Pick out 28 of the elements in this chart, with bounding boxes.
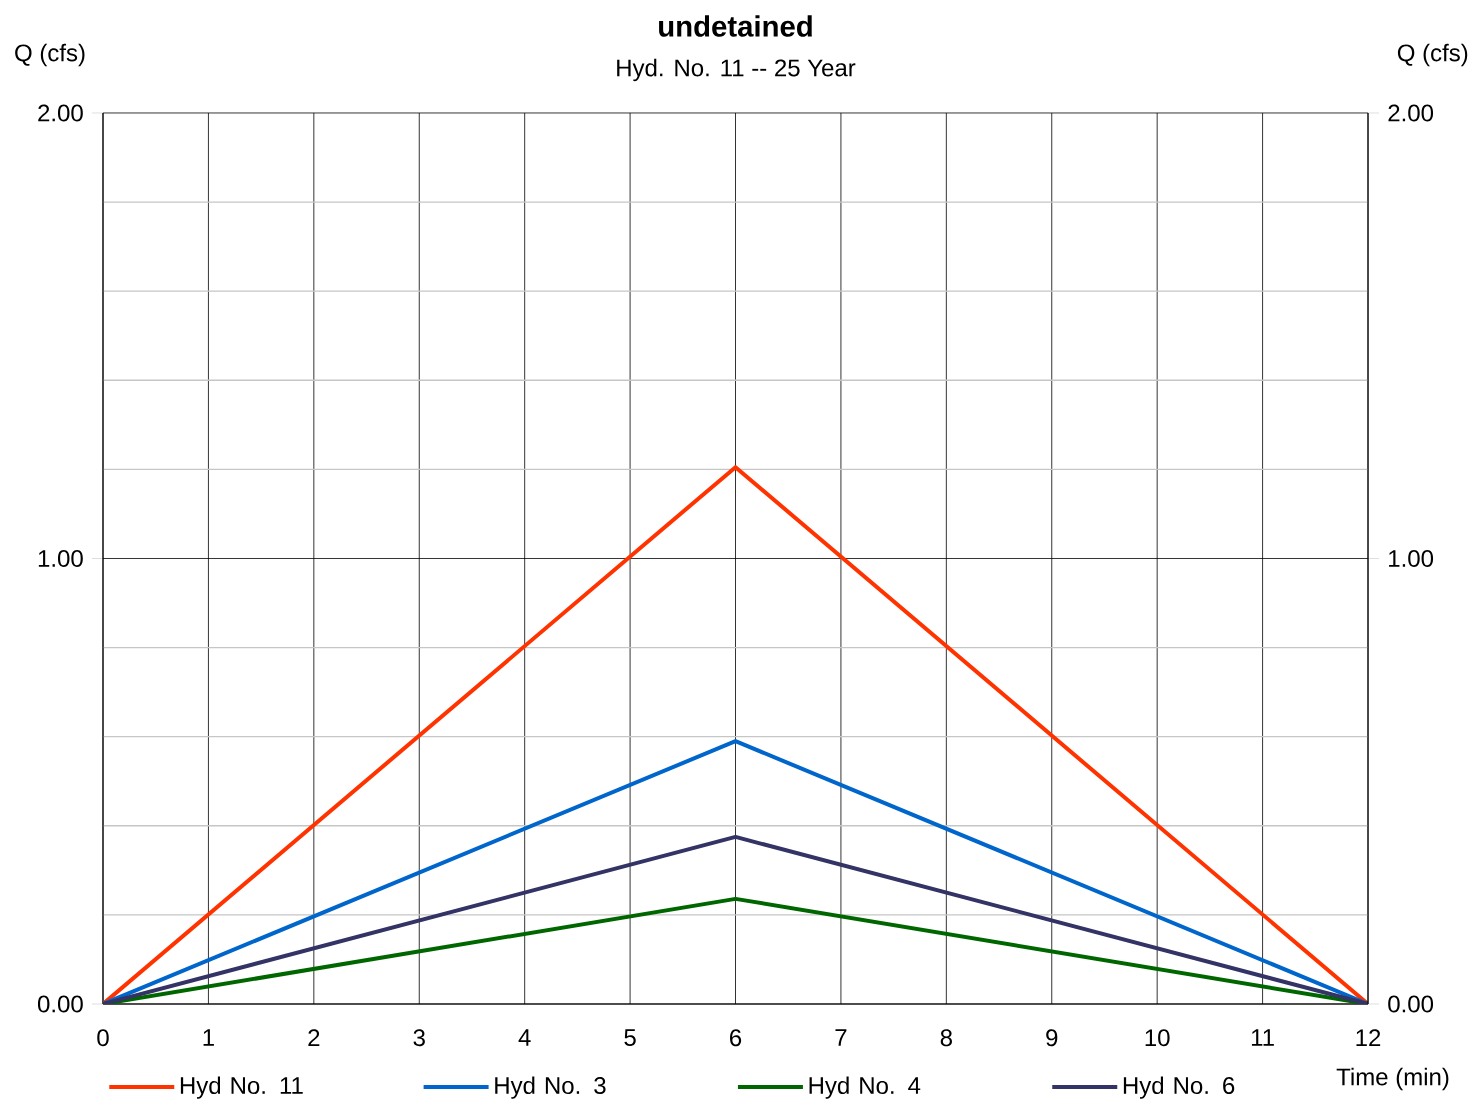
x-tick-label: 5 xyxy=(624,1029,636,1046)
y2-tick-label: 1.00 xyxy=(1389,549,1434,567)
x-tick-label: 6 xyxy=(730,1029,742,1047)
x-tick-label: 4 xyxy=(518,1029,531,1046)
y-tick-label: 1.00 xyxy=(38,549,83,567)
y-tick-label: 2.00 xyxy=(38,104,83,122)
x-tick-label: 1 xyxy=(203,1029,214,1046)
y2-tick-label: 2.00 xyxy=(1388,104,1434,122)
x-tick-label: 0 xyxy=(97,1029,109,1047)
y-tick-label: 0.00 xyxy=(37,995,83,1013)
legend-label: Hyd No. 11 xyxy=(180,1076,303,1099)
y2-axis-title: Q (cfs) xyxy=(1397,43,1468,67)
x-tick-label: 8 xyxy=(940,1029,952,1047)
x-tick-label: 3 xyxy=(413,1029,425,1047)
legend-label: Hyd No. 6 xyxy=(1123,1076,1235,1099)
x-tick-label: 9 xyxy=(1046,1029,1058,1047)
x-tick-label: 2 xyxy=(308,1029,320,1047)
x-axis-title: Time (min) xyxy=(1336,1067,1449,1091)
y-axis-title: Q (cfs) xyxy=(15,43,85,67)
x-tick-label: 12 xyxy=(1356,1029,1381,1047)
x-tick-label: 7 xyxy=(835,1029,847,1046)
legend-label: Hyd No. 4 xyxy=(809,1076,921,1099)
chart-subtitle: Hyd. No. 11 -- 25 Year xyxy=(617,58,856,82)
y2-tick-label: 0.00 xyxy=(1388,995,1434,1013)
chart-title: undetained xyxy=(659,15,812,37)
x-tick-label: 11 xyxy=(1251,1029,1274,1046)
legend-label: Hyd No. 3 xyxy=(495,1076,606,1099)
x-tick-label: 10 xyxy=(1145,1029,1170,1047)
